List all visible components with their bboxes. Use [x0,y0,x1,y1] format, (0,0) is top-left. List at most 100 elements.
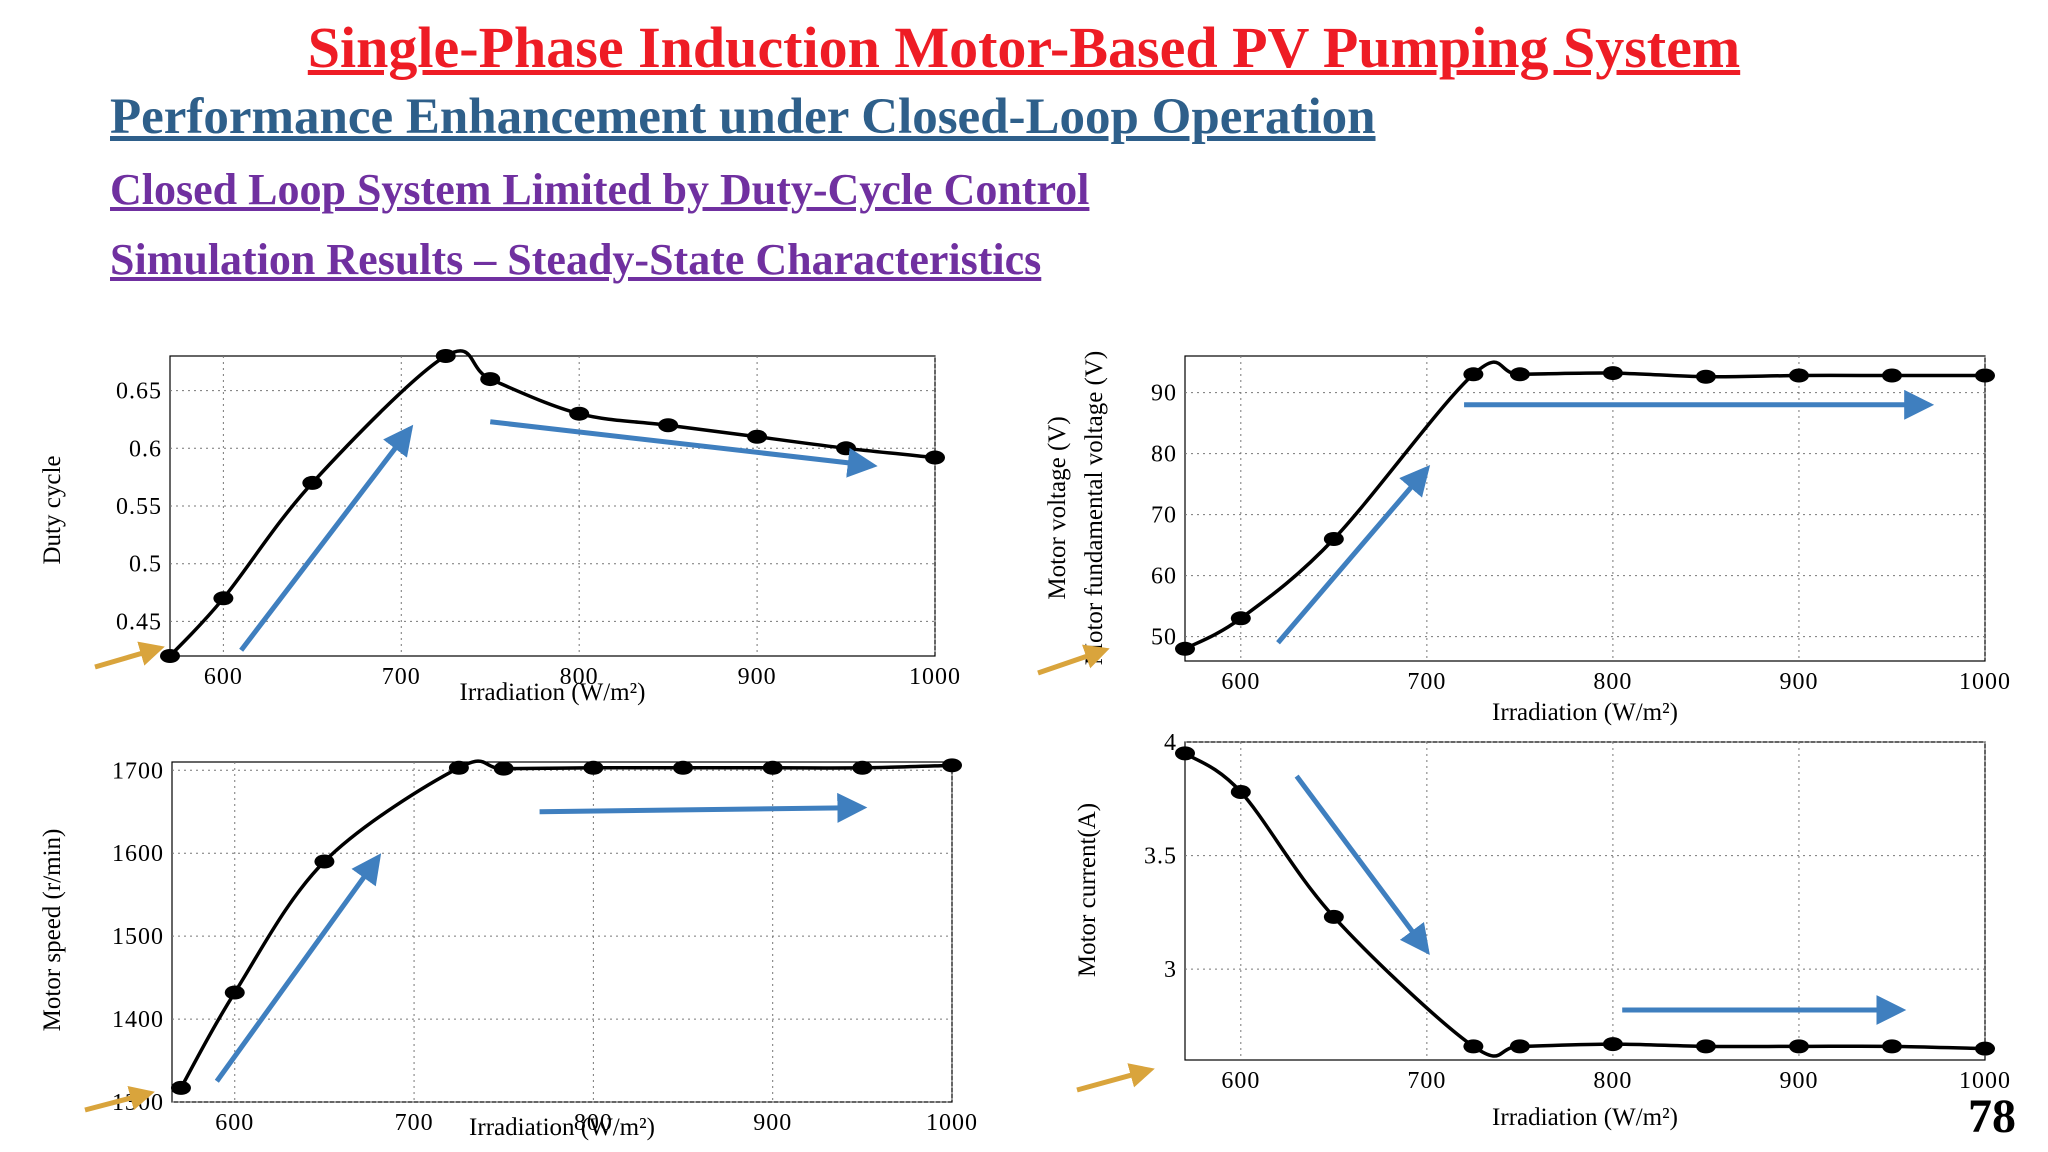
data-point [1695,369,1716,384]
trend-arrow [539,792,868,823]
series-line [1184,751,1986,1058]
trend-arrow [489,419,878,478]
x-tick-label: 900 [1779,1068,1818,1094]
data-point [1509,1039,1530,1054]
data-point [1509,367,1530,382]
data-point [925,450,945,465]
y-tick-label: 80 [1151,442,1177,468]
x-tick-label: 600 [1221,1068,1260,1094]
data-point [836,441,857,456]
data-point [1788,1039,1809,1054]
y-tick-label: 0.65 [116,379,162,405]
trend-arrow [1276,465,1431,645]
x-tick-label: 600 [1221,669,1260,695]
x-tick-label: 600 [215,1110,254,1136]
y-axis-label: Duty cycle [39,456,66,565]
pointer-arrow [84,1085,155,1113]
data-point [762,760,783,775]
y-tick-label: 0.6 [129,436,162,462]
data-point [1975,1041,1995,1056]
x-axis-label: Irradiation (W/m²) [1492,699,1678,726]
duty-cycle-chart: 600 700 800 900 1000 0.45 0.5 0.55 0.6 0.65 Irradi… [39,349,960,706]
series-line [1184,360,1985,651]
data-point [673,760,694,775]
data-point [1463,367,1484,382]
data-point [170,1080,191,1095]
x-tick-label: 900 [738,664,777,690]
data-point [213,591,234,606]
x-tick-label: 700 [395,1110,434,1136]
data-point [747,429,768,444]
y-tick-label: 1600 [112,841,164,867]
plot-frame [1184,355,1986,662]
data-point [1323,532,1344,546]
data-point [160,649,180,663]
motor-voltage-chart: 600 700 800 900 1000 50 60 70 80 90 Irradiation (W… [1037,351,2011,726]
data-point [569,406,590,421]
x-tick-label: 1000 [1959,669,2011,695]
data-point [1323,909,1344,924]
x-tick-label: 700 [382,664,421,690]
y-tick-label: 1400 [112,1007,164,1033]
y-axis-label-line: Motor voltage (V) [1044,416,1071,599]
motor-speed-chart: 600 700 800 900 100013001400150016001700Irra… [39,758,978,1141]
plot-frame [171,761,953,1103]
x-tick-label: 1000 [1959,1068,2011,1094]
data-point [493,761,514,776]
slide-title: Single-Phase Induction Motor-Based PV Pu… [307,15,1741,80]
trend-arrow [239,424,414,652]
y-tick-label: 1500 [112,924,164,950]
trend-arrow [1294,774,1430,955]
y-tick-label: 0.45 [116,609,162,635]
data-point [480,372,501,387]
y-tick-label: 90 [1151,381,1177,407]
data-point [1602,366,1623,381]
x-tick-label: 900 [753,1110,792,1136]
data-point [852,760,873,775]
data-point [1175,746,1195,761]
data-point [435,349,456,363]
y-tick-label: 70 [1151,503,1177,529]
data-point [658,418,679,433]
data-point [314,854,335,869]
x-tick-label: 800 [1593,1068,1632,1094]
section-heading-duty-cycle: Closed Loop System Limited by Duty-Cycle… [110,165,1090,214]
x-tick-label: 600 [204,664,243,690]
data-point [1881,368,1902,383]
pointer-arrow [1076,1063,1155,1093]
data-point [1230,611,1251,626]
x-tick-label: 800 [1593,669,1632,695]
data-point [1463,1039,1484,1054]
y-tick-label: 0.55 [116,494,162,520]
data-point [1695,1039,1716,1054]
data-point [302,475,323,490]
x-tick-label: 700 [1407,669,1446,695]
section-heading-simulation: Simulation Results – Steady-State Charac… [110,235,1042,284]
y-tick-label: 3.5 [1144,844,1177,870]
y-tick-label: 60 [1151,564,1177,590]
x-tick-label: 800 [560,664,599,690]
motor-current-chart: 600 700 800 900 1000 3 3.5 4 Irradiation (W/m²) M… [1074,730,2011,1131]
y-axis-label: Motor current(A) [1074,803,1101,977]
y-tick-label: 4 [1164,730,1177,756]
data-point [224,985,245,1000]
x-axis-label: Irradiation (W/m²) [460,679,646,706]
data-point [942,758,962,773]
x-axis-label: Irradiation (W/m²) [1492,1104,1678,1131]
data-point [1602,1037,1623,1052]
slide-subtitle: Performance Enhancement under Closed-Loo… [110,89,1376,145]
y-axis-label-line: Motor fundamental voltage (V) [1081,351,1108,666]
y-tick-label: 1700 [112,758,164,784]
data-point [583,760,604,775]
data-point [1881,1039,1902,1054]
data-point [448,760,469,775]
pointer-arrow [94,641,165,670]
data-point [1175,641,1195,656]
data-point [1788,368,1809,383]
pointer-arrow [1037,644,1110,676]
y-axis-label: Motor speed (r/min) [39,829,66,1032]
y-tick-label: 3 [1164,957,1177,983]
x-tick-label: 1000 [926,1110,978,1136]
y-tick-label: 0.5 [129,552,162,578]
x-tick-label: 900 [1779,669,1818,695]
